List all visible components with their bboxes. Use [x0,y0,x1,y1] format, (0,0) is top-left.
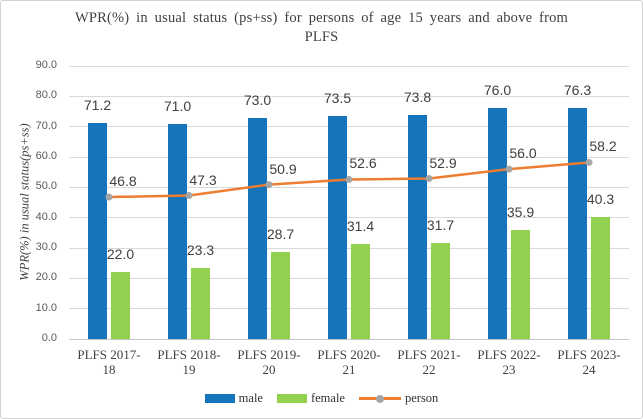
bar-male [168,123,187,339]
bar-male [328,116,347,339]
y-tick-label: 0.0 [41,332,57,344]
person-line-series [105,158,593,201]
legend-label-female: female [310,391,345,405]
bar-female [191,268,210,339]
bar-male [408,115,427,339]
bar-female [111,272,130,339]
gridline [69,247,629,249]
gridline [69,65,629,67]
data-label-male: 76.3 [563,81,592,98]
person-marker-icon [105,193,113,201]
person-marker-icon [505,165,513,173]
y-tick-label: 60.0 [35,150,57,162]
gridline [69,126,629,128]
bar-female [431,242,450,339]
data-label-male: 71.0 [163,97,192,114]
person-legend-swatch [358,394,401,404]
person-marker-icon [185,192,193,200]
data-label-female: 40.3 [586,190,615,207]
legend-item-female: female [276,391,345,406]
x-axis-label: PLFS 2017- 18 [77,347,141,377]
person-legend-marker-icon [375,394,384,403]
y-tick-label: 20.0 [35,271,57,284]
data-label-person: 47.3 [189,171,217,188]
gridline [69,308,629,310]
bar-female [271,251,290,339]
y-tick-label: 70.0 [35,119,57,132]
data-label-female: 31.4 [346,217,375,234]
data-label-male: 73.0 [243,91,272,108]
data-label-male: 76.0 [483,82,512,99]
data-label-person: 58.2 [589,138,617,155]
data-label-person: 52.9 [429,154,457,171]
y-tick-label: 80.0 [35,89,57,102]
person-marker-icon [265,181,273,189]
data-label-female: 35.9 [506,204,535,221]
legend-label-person: person [404,391,439,405]
data-label-female: 31.7 [426,216,455,233]
gridline [69,95,629,97]
gridline [69,186,629,188]
gridline [69,217,629,219]
person-marker-icon [345,175,353,183]
y-tick-label: 30.0 [35,241,57,253]
y-tick-label: 40.0 [35,210,57,223]
data-label-female: 28.7 [266,225,295,242]
y-tick-label: 10.0 [35,301,57,314]
data-label-male: 71.2 [83,97,112,114]
legend-label-male: male [238,391,263,405]
x-axis-label: PLFS 2018- 19 [157,347,221,377]
x-axis-label: PLFS 2023- 24 [557,347,621,377]
gridline [69,277,629,279]
data-label-person: 50.9 [269,160,297,177]
y-tick-label: 50.0 [35,180,57,193]
gridline [69,156,629,158]
y-axis-title: WPR(%) in usual status(ps+ss) [17,123,31,281]
data-label-male: 73.5 [323,90,352,107]
x-axis-line [69,338,629,340]
data-label-person: 52.6 [349,155,377,172]
bar-male [88,123,107,339]
x-axis-label: PLFS 2019- 20 [237,347,301,377]
bar-male [248,117,267,339]
legend-item-person: person [358,391,439,406]
data-label-person: 56.0 [509,145,537,162]
bar-male [488,108,507,339]
x-axis-label: PLFS 2022- 23 [477,347,541,377]
bar-female [591,216,610,339]
bar-female [511,230,530,339]
data-label-person: 46.8 [109,173,137,190]
data-label-female: 22.0 [106,246,135,263]
y-tick-label: 90.0 [35,59,57,71]
legend-item-male: male [204,391,263,406]
bar-female [351,243,370,339]
data-label-female: 23.3 [186,242,215,259]
data-label-male: 73.8 [403,89,432,106]
legend: male female person [1,391,642,406]
chart-title: WPR(%) in usual status (ps+ss) for perso… [74,10,569,45]
male-legend-swatch [204,394,235,403]
person-marker-icon [425,175,433,183]
x-axis-label: PLFS 2021- 22 [397,347,461,377]
person-marker-icon [585,158,593,166]
x-axis-label: PLFS 2020- 21 [317,347,381,377]
bar-male [568,107,587,339]
female-legend-swatch [276,394,307,403]
